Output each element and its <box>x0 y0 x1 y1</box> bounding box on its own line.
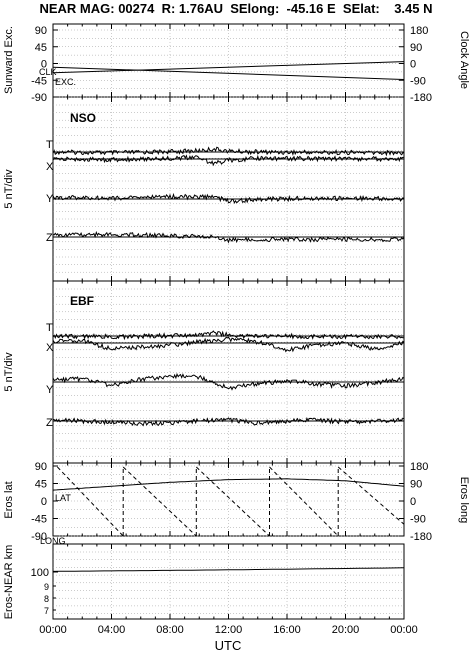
ytick-label-clock: 90 <box>410 42 422 54</box>
ylabel-eros-near-km: Eros-NEAR km <box>3 545 15 620</box>
series-eros-long <box>269 466 339 537</box>
ytick-label-clock: -180 <box>410 92 432 104</box>
ytick-label-eros-lat: 0 <box>41 496 47 508</box>
ytick-label-distance: 7 <box>44 606 49 616</box>
ytick-label-eros-lat: -90 <box>31 531 47 543</box>
ytick-label-sunward: -90 <box>31 92 47 104</box>
ytick-label-eros-lat: -45 <box>31 514 47 526</box>
series-eros-long <box>122 466 197 537</box>
ytick-label-eros-long: -90 <box>410 514 426 526</box>
ytick-label-sunward: 45 <box>35 42 47 54</box>
panel-label-nso: NSO <box>70 111 96 125</box>
ytick-label-distance: 9 <box>44 582 49 592</box>
ytick-label-sunward: 90 <box>35 25 47 37</box>
ytick-label-distance: 100 <box>31 567 49 579</box>
series-label-nso-z: Z <box>46 232 53 244</box>
series-label-long: LONG <box>40 536 66 546</box>
ytick-label-eros-long: 180 <box>410 461 428 473</box>
ylabel-sunward-exc: Sunward Exc. <box>3 26 15 94</box>
series-eros-near-distance <box>52 567 405 572</box>
series-eros-long <box>337 466 405 525</box>
series-label-ebf-z: Z <box>46 417 53 429</box>
xtick-label: 04:00 <box>98 624 126 636</box>
ticks-layer: 90450-45-90180900-90-18090450-45-9018090… <box>31 24 432 636</box>
series-nso-t <box>52 146 405 157</box>
ytick-label-eros-long: -180 <box>410 531 432 543</box>
ylabel-clock-angle: Clock Angle <box>458 31 470 89</box>
xtick-label: 20:00 <box>332 624 360 636</box>
xtick-label: 12:00 <box>215 624 243 636</box>
series-label-ebf-y: Y <box>46 384 54 396</box>
ytick-label-eros-long: 0 <box>410 496 416 508</box>
ytick-label-clock: -90 <box>410 75 426 87</box>
series-ebf-t <box>52 330 404 341</box>
series-nso-x <box>52 154 404 167</box>
series-sunward-excursion <box>52 66 405 81</box>
ytick-label-eros-lat: 90 <box>35 461 47 473</box>
series-label-exc: EXC. <box>55 77 76 87</box>
series-eros-long <box>57 466 124 537</box>
ytick-label-clock: 180 <box>410 25 428 37</box>
ytick-label-eros-lat: 45 <box>35 479 47 491</box>
xtick-label: 00:00 <box>390 624 418 636</box>
ylabel-ebf: 5 nT/div <box>3 352 15 392</box>
series-label-nso-y: Y <box>46 193 54 205</box>
series-ebf-z <box>52 416 405 427</box>
series-ebf-x <box>52 336 405 353</box>
ytick-label-clock: 0 <box>410 59 416 71</box>
series-nso-z <box>52 230 405 244</box>
series-clock-angle <box>52 61 405 74</box>
series-eros-lat <box>52 478 405 491</box>
xaxis-label: UTC <box>215 638 242 653</box>
ytick-label-distance: 8 <box>44 594 49 604</box>
series-nso-y <box>52 192 405 204</box>
panel-label-ebf: EBF <box>70 294 94 308</box>
xtick-label: 00:00 <box>39 624 67 636</box>
series-label-nso-x: X <box>46 161 54 173</box>
traces-layer <box>52 61 405 572</box>
series-ebf-y <box>52 372 405 391</box>
series-label-nso-t: T <box>46 139 53 151</box>
ytick-label-sunward: 0 <box>41 59 47 71</box>
series-label-ebf-t: T <box>46 322 53 334</box>
series-eros-long <box>195 466 270 537</box>
chart-title: NEAR MAG: 00274 R: 1.76AU SElong: -45.16… <box>39 1 432 16</box>
series-label-clk: CLK <box>39 67 57 77</box>
xtick-label: 08:00 <box>156 624 184 636</box>
ylabel-nso: 5 nT/div <box>3 169 15 209</box>
ylabel-eros-long: Eros long <box>458 477 470 523</box>
series-label-ebf-x: X <box>46 342 54 354</box>
xtick-label: 16:00 <box>273 624 301 636</box>
grid-layer <box>53 24 404 619</box>
ylabel-eros-lat: Eros lat <box>3 481 15 518</box>
ytick-label-eros-long: 90 <box>410 479 422 491</box>
ytick-label-sunward: -45 <box>31 75 47 87</box>
series-label-lat: LAT <box>55 493 71 503</box>
